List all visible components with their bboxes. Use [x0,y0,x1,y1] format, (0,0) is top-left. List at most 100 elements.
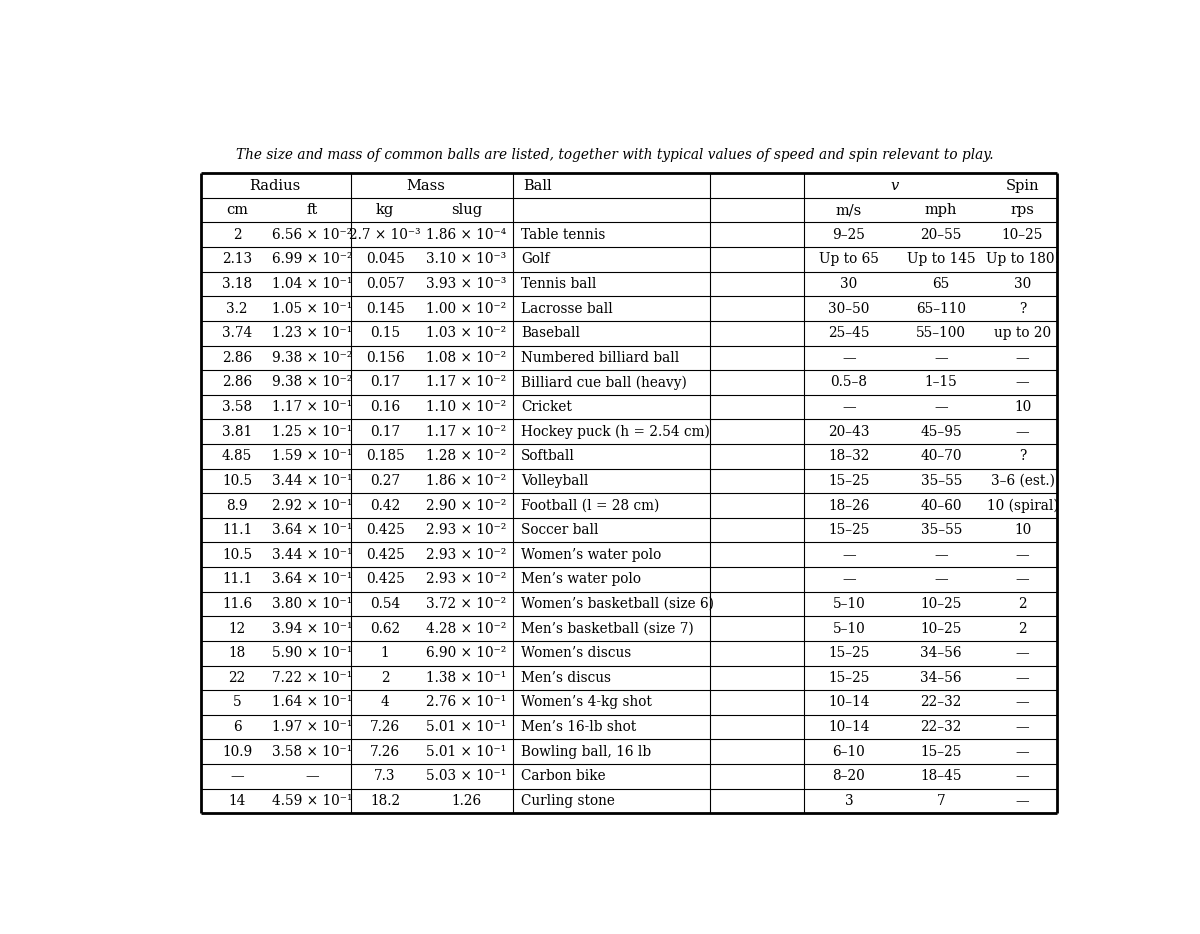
Text: 1.17 × 10⁻²: 1.17 × 10⁻² [426,425,506,439]
Text: 0.185: 0.185 [366,449,404,463]
Text: Bowling ball, 16 lb: Bowling ball, 16 lb [521,744,652,758]
Text: 45–95: 45–95 [920,425,962,439]
Text: —: — [1015,646,1030,660]
Text: 30: 30 [1014,277,1031,291]
Text: Golf: Golf [521,252,550,266]
Text: Men’s basketball (size 7): Men’s basketball (size 7) [521,622,694,636]
Text: 3.72 × 10⁻²: 3.72 × 10⁻² [426,597,506,611]
Text: 3.10 × 10⁻³: 3.10 × 10⁻³ [426,252,506,266]
Text: 15–25: 15–25 [828,474,870,488]
Text: 34–56: 34–56 [920,671,962,685]
Text: 3.93 × 10⁻³: 3.93 × 10⁻³ [426,277,506,291]
Text: 7: 7 [937,794,946,808]
Text: 1.23 × 10⁻¹: 1.23 × 10⁻¹ [272,326,353,340]
Text: 6.56 × 10⁻²: 6.56 × 10⁻² [272,228,353,242]
Text: Volleyball: Volleyball [521,474,588,488]
Text: Cricket: Cricket [521,400,571,414]
Text: Tennis ball: Tennis ball [521,277,596,291]
Text: 65: 65 [932,277,950,291]
Text: 10.9: 10.9 [222,744,252,758]
Text: 9.38 × 10⁻²: 9.38 × 10⁻² [272,351,353,365]
Text: 40–60: 40–60 [920,499,962,513]
Text: 18: 18 [228,646,246,660]
Text: —: — [1015,425,1030,439]
Text: 3: 3 [845,794,853,808]
Text: m/s: m/s [835,203,862,217]
Text: 8.9: 8.9 [227,499,248,513]
Text: —: — [1015,573,1030,587]
Text: rps: rps [1010,203,1034,217]
Text: 1.04 × 10⁻¹: 1.04 × 10⁻¹ [272,277,353,291]
Text: 0.145: 0.145 [366,302,404,316]
Text: 0.425: 0.425 [366,523,404,537]
Text: 11.1: 11.1 [222,573,252,587]
Text: 1.59 × 10⁻¹: 1.59 × 10⁻¹ [272,449,353,463]
Text: 0.42: 0.42 [370,499,401,513]
Text: 10–25: 10–25 [1002,228,1043,242]
Text: 20–55: 20–55 [920,228,962,242]
Text: Table tennis: Table tennis [521,228,605,242]
Text: 30: 30 [840,277,858,291]
Text: 1.25 × 10⁻¹: 1.25 × 10⁻¹ [272,425,353,439]
Text: Curling stone: Curling stone [521,794,614,808]
Text: 2.13: 2.13 [222,252,252,266]
Text: 30–50: 30–50 [828,302,870,316]
Text: Women’s 4-kg shot: Women’s 4-kg shot [521,696,652,710]
Text: 2: 2 [380,671,390,685]
Text: Women’s basketball (size 6): Women’s basketball (size 6) [521,597,714,611]
Text: 1.17 × 10⁻²: 1.17 × 10⁻² [426,375,506,389]
Text: 2.93 × 10⁻²: 2.93 × 10⁻² [426,573,506,587]
Text: 5: 5 [233,696,241,710]
Text: Men’s discus: Men’s discus [521,671,611,685]
Text: 55–100: 55–100 [917,326,966,340]
Text: 2.76 × 10⁻¹: 2.76 × 10⁻¹ [426,696,506,710]
Text: 5–10: 5–10 [833,597,865,611]
Text: —: — [1015,547,1030,561]
Text: cm: cm [226,203,248,217]
Text: 3.64 × 10⁻¹: 3.64 × 10⁻¹ [272,573,353,587]
Text: 0.045: 0.045 [366,252,404,266]
Text: 1.26: 1.26 [451,794,481,808]
Text: 1.03 × 10⁻²: 1.03 × 10⁻² [426,326,506,340]
Text: 5.03 × 10⁻¹: 5.03 × 10⁻¹ [426,770,506,784]
Text: Hockey puck (h = 2.54 cm): Hockey puck (h = 2.54 cm) [521,425,709,439]
Text: 7.22 × 10⁻¹: 7.22 × 10⁻¹ [272,671,353,685]
Text: Lacrosse ball: Lacrosse ball [521,302,613,316]
Text: Soccer ball: Soccer ball [521,523,599,537]
Text: 20–43: 20–43 [828,425,870,439]
Text: —: — [1015,720,1030,734]
Text: 11.1: 11.1 [222,523,252,537]
Text: 3.18: 3.18 [222,277,252,291]
Text: 4.85: 4.85 [222,449,252,463]
Text: 18–26: 18–26 [828,499,870,513]
Text: 1.00 × 10⁻²: 1.00 × 10⁻² [426,302,506,316]
Text: —: — [935,351,948,365]
Text: 15–25: 15–25 [828,671,870,685]
Text: 3.44 × 10⁻¹: 3.44 × 10⁻¹ [272,474,353,488]
Text: kg: kg [376,203,395,217]
Text: 1.08 × 10⁻²: 1.08 × 10⁻² [426,351,506,365]
Text: —: — [1015,770,1030,784]
Text: 0.15: 0.15 [370,326,400,340]
Text: Numbered billiard ball: Numbered billiard ball [521,351,679,365]
Text: 34–56: 34–56 [920,646,962,660]
Text: 10.5: 10.5 [222,474,252,488]
Text: 3.94 × 10⁻¹: 3.94 × 10⁻¹ [272,622,353,636]
Text: 7.26: 7.26 [370,744,400,758]
Text: 35–55: 35–55 [920,474,962,488]
Text: Mass: Mass [407,178,445,192]
Text: 1.28 × 10⁻²: 1.28 × 10⁻² [426,449,506,463]
Text: 3.64 × 10⁻¹: 3.64 × 10⁻¹ [272,523,353,537]
Text: 5–10: 5–10 [833,622,865,636]
Text: 10–14: 10–14 [828,720,870,734]
Text: 10–25: 10–25 [920,597,962,611]
Text: 2: 2 [1019,597,1027,611]
Text: —: — [1015,351,1030,365]
Text: 9.38 × 10⁻²: 9.38 × 10⁻² [272,375,353,389]
Text: 1.05 × 10⁻¹: 1.05 × 10⁻¹ [272,302,353,316]
Text: Carbon bike: Carbon bike [521,770,606,784]
Text: 2.93 × 10⁻²: 2.93 × 10⁻² [426,523,506,537]
Text: 11.6: 11.6 [222,597,252,611]
Text: Up to 145: Up to 145 [907,252,976,266]
Text: Men’s water polo: Men’s water polo [521,573,641,587]
